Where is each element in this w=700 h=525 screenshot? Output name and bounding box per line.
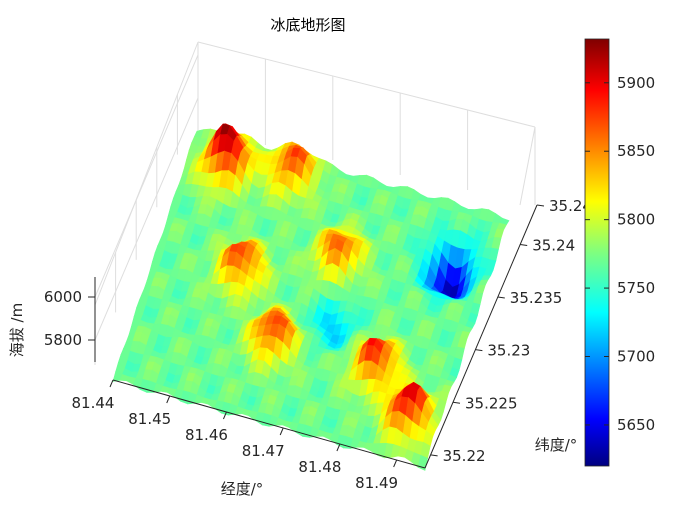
y-axis-label: 纬度/° [535, 436, 578, 454]
colorbar [584, 38, 610, 467]
y-tick-mark [430, 454, 438, 457]
y-tick-mark [475, 349, 483, 352]
colorbar-tick-label: 5700 [617, 348, 655, 366]
axis-lines [94, 204, 538, 469]
x-tick-mark [109, 379, 114, 388]
z-tick-label: 5800 [44, 331, 82, 349]
x-tick-label: 81.47 [242, 442, 285, 460]
x-tick-label: 81.48 [298, 458, 341, 476]
x-axis-ticks: 81.44 81.45 81.46 81.47 81.48 81.49 [72, 379, 398, 492]
z-axis-label: 海拔 /m [8, 303, 26, 357]
colorbar-tick-label: 5800 [617, 211, 655, 229]
x-tick-label: 81.46 [185, 426, 228, 444]
x-tick-mark [336, 443, 341, 452]
y-axis-ticks: 35.22 35.225 35.23 35.235 35.24 35.24 [430, 197, 592, 465]
x-axis-label: 经度/° [221, 480, 264, 498]
x-tick-mark [279, 427, 284, 436]
chart-title: 冰底地形图 [270, 16, 345, 34]
y-tick-label: 35.225 [465, 394, 518, 412]
x-tick-mark [222, 411, 227, 420]
x-tick-mark [393, 459, 398, 468]
grid-line [94, 97, 199, 341]
y-tick-mark [497, 296, 505, 299]
y-tick-mark [520, 243, 528, 246]
colorbar-tick-label: 5850 [617, 142, 655, 160]
x-tick-label: 81.49 [355, 474, 398, 492]
y-tick-label: 35.23 [487, 342, 530, 360]
y-tick-mark [452, 401, 461, 404]
x-tick-mark [166, 395, 171, 404]
grid-z-lines [94, 54, 199, 341]
grid-line [94, 54, 199, 298]
y-axis-line [424, 204, 538, 469]
colorbar-ticks: 5650 5700 5750 5800 5850 5900 [585, 74, 655, 434]
ice-bed-surface [112, 123, 510, 471]
colorbar-tick-label: 5750 [617, 279, 655, 297]
y-tick-label: 35.24 [549, 197, 592, 215]
y-tick-mark [536, 204, 545, 207]
y-tick-label: 35.22 [443, 447, 486, 465]
z-axis-ticks: 5800 6000 [44, 288, 95, 349]
back-wall-top-x [197, 41, 536, 128]
x-tick-label: 81.44 [72, 394, 115, 412]
x-tick-label: 81.45 [128, 410, 171, 428]
back-wall-corner [94, 41, 199, 306]
colorbar-tick-label: 5900 [617, 74, 655, 92]
back-wall-top-y [519, 126, 536, 206]
z-tick-label: 6000 [44, 288, 82, 306]
x-axis-line [112, 379, 426, 469]
y-tick-label: 35.24 [532, 236, 575, 254]
colorbar-tick-label: 5650 [617, 416, 655, 434]
y-tick-label: 35.235 [510, 289, 563, 307]
axes-grid [94, 41, 536, 365]
